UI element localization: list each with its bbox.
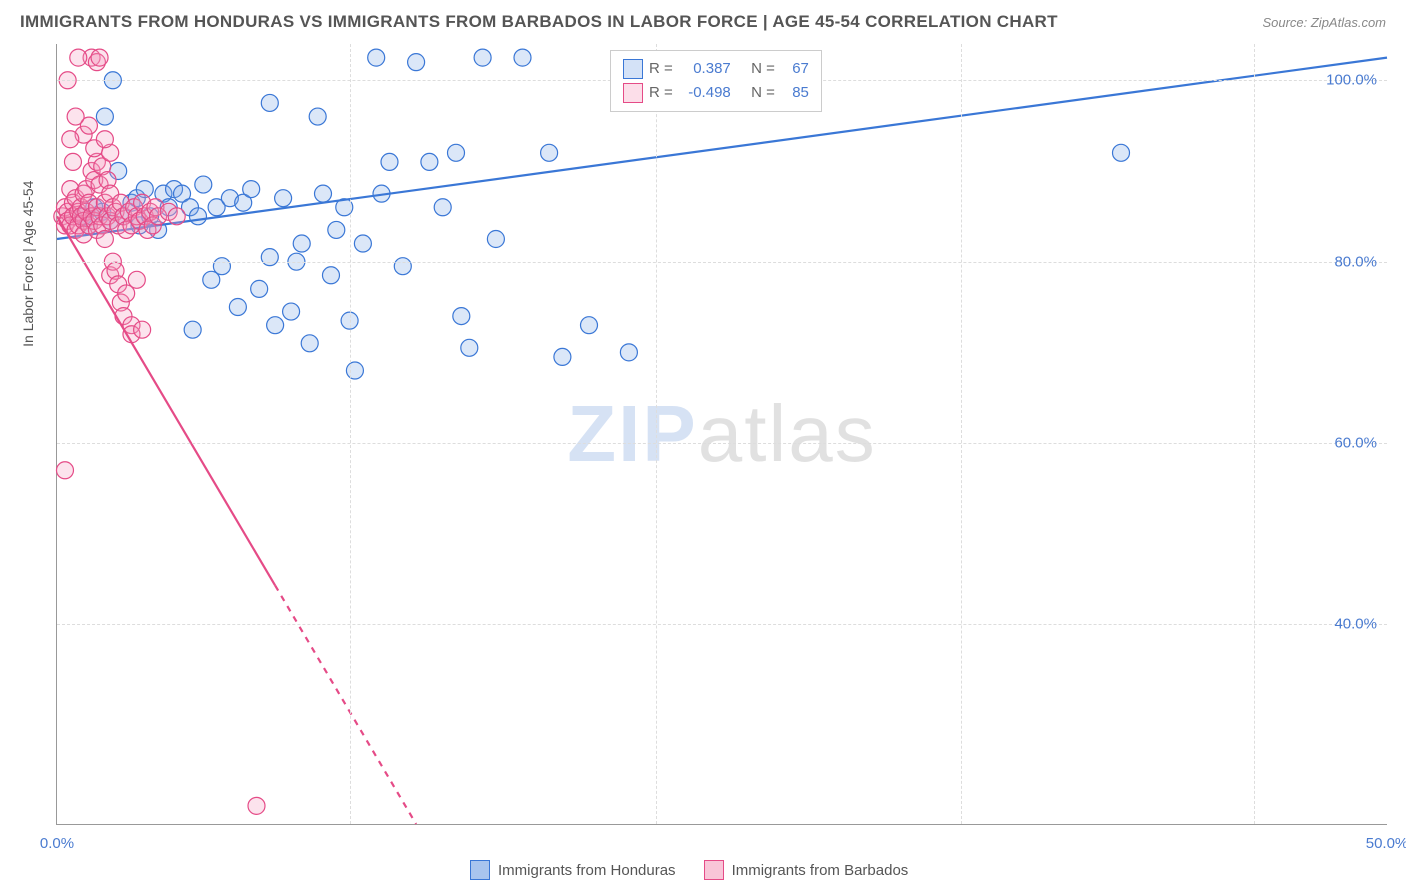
scatter-point — [96, 108, 113, 125]
legend-stat-row: R =-0.498 N =85 — [623, 81, 809, 105]
y-tick-label: 100.0% — [1326, 72, 1377, 89]
legend-bottom-item: Immigrants from Barbados — [704, 860, 909, 880]
scatter-point — [56, 462, 73, 479]
scatter-point — [248, 797, 265, 814]
scatter-point — [261, 94, 278, 111]
legend-r-label: R = — [649, 57, 673, 81]
legend-bottom-item: Immigrants from Honduras — [470, 860, 676, 880]
scatter-point — [243, 181, 260, 198]
scatter-point — [213, 258, 230, 275]
legend-r-value: 0.387 — [679, 57, 731, 81]
scatter-point — [283, 303, 300, 320]
legend-bottom-label: Immigrants from Barbados — [732, 862, 909, 879]
scatter-point — [322, 267, 339, 284]
scatter-point — [229, 299, 246, 316]
y-tick-label: 40.0% — [1334, 616, 1377, 633]
scatter-point — [96, 131, 113, 148]
scatter-point — [620, 344, 637, 361]
chart-title: IMMIGRANTS FROM HONDURAS VS IMMIGRANTS F… — [20, 12, 1058, 32]
scatter-point — [408, 54, 425, 71]
legend-r-label: R = — [649, 81, 673, 105]
legend-n-label: N = — [751, 81, 775, 105]
gridline-v — [350, 44, 351, 824]
scatter-point — [448, 144, 465, 161]
scatter-point — [328, 221, 345, 238]
legend-top: R =0.387 N =67R =-0.498 N =85 — [610, 50, 822, 112]
x-tick-label: 0.0% — [40, 835, 74, 852]
legend-n-value: 67 — [781, 57, 809, 81]
legend-n-label: N = — [751, 57, 775, 81]
scatter-point — [421, 153, 438, 170]
scatter-point — [293, 235, 310, 252]
scatter-point — [315, 185, 332, 202]
scatter-point — [354, 235, 371, 252]
scatter-point — [309, 108, 326, 125]
scatter-point — [134, 321, 151, 338]
scatter-point — [128, 271, 145, 288]
scatter-point — [474, 49, 491, 66]
scatter-point — [62, 131, 79, 148]
x-tick-label: 50.0% — [1366, 835, 1406, 852]
gridline-h — [57, 624, 1387, 625]
scatter-point — [91, 49, 108, 66]
legend-bottom-label: Immigrants from Honduras — [498, 862, 676, 879]
scatter-point — [251, 280, 268, 297]
regression-line — [57, 216, 275, 585]
scatter-point — [275, 190, 292, 207]
plot-svg — [57, 44, 1387, 824]
legend-n-value: 85 — [781, 81, 809, 105]
scatter-point — [554, 348, 571, 365]
legend-swatch — [470, 860, 490, 880]
scatter-point — [514, 49, 531, 66]
scatter-point — [168, 208, 185, 225]
scatter-point — [184, 321, 201, 338]
source-attribution: Source: ZipAtlas.com — [1262, 15, 1386, 30]
scatter-point — [581, 317, 598, 334]
legend-swatch — [623, 59, 643, 79]
scatter-point — [301, 335, 318, 352]
scatter-point — [195, 176, 212, 193]
scatter-point — [461, 339, 478, 356]
legend-swatch — [704, 860, 724, 880]
legend-r-value: -0.498 — [679, 81, 731, 105]
scatter-point — [261, 249, 278, 266]
regression-line-dashed — [275, 585, 416, 824]
legend-stat-row: R =0.387 N =67 — [623, 57, 809, 81]
gridline-v — [1254, 44, 1255, 824]
scatter-point — [368, 49, 385, 66]
scatter-point — [70, 49, 87, 66]
y-axis-title: In Labor Force | Age 45-54 — [20, 181, 36, 347]
scatter-point — [64, 153, 81, 170]
scatter-point — [394, 258, 411, 275]
scatter-point — [1113, 144, 1130, 161]
gridline-v — [656, 44, 657, 824]
scatter-point — [189, 208, 206, 225]
scatter-point — [487, 231, 504, 248]
plot-area: ZIPatlas 40.0%60.0%80.0%100.0%0.0%50.0% — [56, 44, 1387, 825]
scatter-point — [434, 199, 451, 216]
y-tick-label: 80.0% — [1334, 253, 1377, 270]
gridline-h — [57, 262, 1387, 263]
scatter-point — [67, 108, 84, 125]
y-tick-label: 60.0% — [1334, 435, 1377, 452]
scatter-point — [453, 308, 470, 325]
scatter-point — [267, 317, 284, 334]
gridline-v — [961, 44, 962, 824]
scatter-point — [381, 153, 398, 170]
legend-swatch — [623, 83, 643, 103]
gridline-h — [57, 443, 1387, 444]
scatter-point — [541, 144, 558, 161]
scatter-point — [96, 231, 113, 248]
legend-bottom: Immigrants from Honduras Immigrants from … — [470, 860, 908, 880]
